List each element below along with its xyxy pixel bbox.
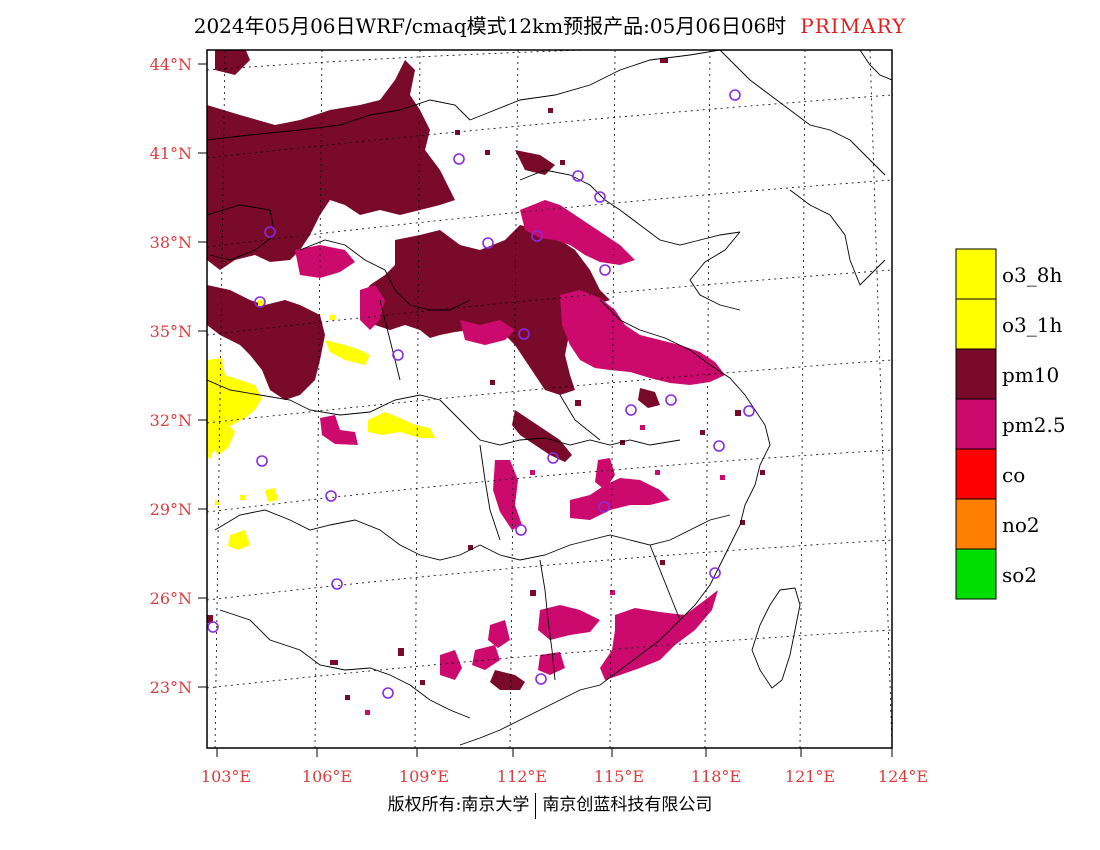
legend-label-pm10: pm10 [1002, 363, 1059, 387]
map-panel: 44°N 41°N 38°N 35°N 32°N 29°N 26°N 23°N … [150, 49, 928, 786]
lon-label: 121°E [785, 767, 835, 786]
title-text: 2024年05月06日WRF/cmaq模式12km预报产品:05月06日06时 [193, 14, 787, 38]
station-marker [254, 296, 266, 308]
copyright-company: 南京创蓝科技有限公司 [542, 795, 713, 815]
copyright-footer: 版权所有:南京大学 南京创蓝科技有限公司 [0, 790, 1100, 819]
station-marker [713, 440, 725, 452]
lat-label: 41°N [150, 144, 192, 163]
map-title: 2024年05月06日WRF/cmaq模式12km预报产品:05月06日06时 P… [0, 10, 1100, 39]
legend-swatch-o3-8h [955, 248, 997, 300]
station-marker [331, 578, 343, 590]
lon-label: 103°E [201, 767, 251, 786]
axis-ticks [198, 63, 893, 757]
station-marker [531, 230, 543, 242]
station-marker [453, 153, 465, 165]
legend-swatch-pm10 [955, 348, 997, 400]
legend: o3_8h o3_1h pm10 pm2.5 co no2 so2 [955, 248, 1066, 600]
pm10-areas [207, 50, 660, 690]
legend-swatch-no2 [955, 498, 997, 550]
lat-label: 44°N [150, 55, 192, 74]
station-marker [392, 349, 404, 361]
speckle-pixels [207, 58, 765, 715]
copyright-owner: 版权所有:南京大学 [387, 795, 530, 815]
legend-label-o3-8h: o3_8h [1002, 263, 1062, 287]
station-marker [515, 524, 527, 536]
station-marker [535, 673, 547, 685]
footer-divider [535, 792, 537, 819]
lon-label: 109°E [399, 767, 449, 786]
lon-label: 106°E [302, 767, 352, 786]
legend-swatch-pm25 [955, 398, 997, 450]
station-marker [382, 687, 394, 699]
station-markers [207, 89, 755, 699]
lon-label: 115°E [594, 767, 644, 786]
station-marker [625, 404, 637, 416]
lat-label: 29°N [150, 500, 192, 519]
station-marker [207, 621, 219, 633]
lon-label: 118°E [691, 767, 741, 786]
legend-swatch-co [955, 448, 997, 500]
legend-label-o3-1h: o3_1h [1002, 313, 1062, 337]
map-frame [206, 49, 893, 749]
latitude-labels: 44°N 41°N 38°N 35°N 32°N 29°N 26°N 23°N [150, 55, 192, 697]
station-marker [572, 170, 584, 182]
station-marker [599, 264, 611, 276]
legend-swatch-so2 [955, 548, 997, 600]
station-marker [264, 226, 276, 238]
legend-swatch-o3-1h [955, 298, 997, 350]
station-marker [743, 405, 755, 417]
legend-label-so2: so2 [1002, 563, 1037, 587]
o3-areas [207, 340, 435, 550]
station-marker [729, 89, 741, 101]
lon-label: 112°E [497, 767, 547, 786]
station-marker [256, 455, 268, 467]
station-marker [598, 501, 610, 513]
lat-label: 23°N [150, 678, 192, 697]
boundary-lines [207, 50, 892, 746]
pm25-areas [295, 200, 725, 680]
station-marker [482, 237, 494, 249]
station-marker [518, 328, 530, 340]
lat-label: 32°N [150, 411, 192, 430]
station-marker [547, 452, 559, 464]
lat-label: 35°N [150, 322, 192, 341]
lat-label: 26°N [150, 589, 192, 608]
lon-label: 124°E [878, 767, 928, 786]
station-marker [594, 191, 606, 203]
station-marker [709, 567, 721, 579]
legend-label-no2: no2 [1002, 513, 1040, 537]
legend-label-pm25: pm2.5 [1002, 413, 1066, 437]
lat-label: 38°N [150, 233, 192, 252]
legend-label-co: co [1002, 463, 1025, 487]
primary-tag: PRIMARY [800, 14, 907, 38]
station-marker [325, 490, 337, 502]
station-marker [665, 394, 677, 406]
graticule [207, 50, 892, 748]
longitude-labels: 103°E 106°E 109°E 112°E 115°E 118°E 121°… [201, 767, 928, 786]
